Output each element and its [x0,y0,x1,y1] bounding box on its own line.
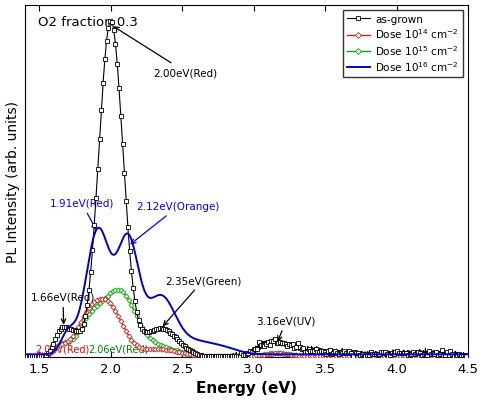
X-axis label: Energy (eV): Energy (eV) [196,381,297,395]
Text: 3.16eV(UV): 3.16eV(UV) [257,316,316,340]
Legend: as-grown, Dose $10^{14}$ cm$^{-2}$, Dose $10^{15}$ cm$^{-2}$, Dose $10^{16}$ cm$: as-grown, Dose $10^{14}$ cm$^{-2}$, Dose… [343,11,463,78]
Text: 1.91eV(Red): 1.91eV(Red) [49,198,114,230]
Text: O2 fraction 0.3: O2 fraction 0.3 [38,16,138,29]
Text: 2.00eV(Red): 2.00eV(Red) [114,28,218,78]
Y-axis label: PL Intensity (arb. units): PL Intensity (arb. units) [5,101,19,262]
Text: 2.06eV(Red): 2.06eV(Red) [88,344,148,354]
Text: 1.66eV(Red): 1.66eV(Red) [31,292,95,324]
Text: 2.35eV(Green): 2.35eV(Green) [164,275,242,326]
Text: 2.12eV(Orange): 2.12eV(Orange) [131,202,220,244]
Text: 2.0eV(Red): 2.0eV(Red) [35,344,90,354]
